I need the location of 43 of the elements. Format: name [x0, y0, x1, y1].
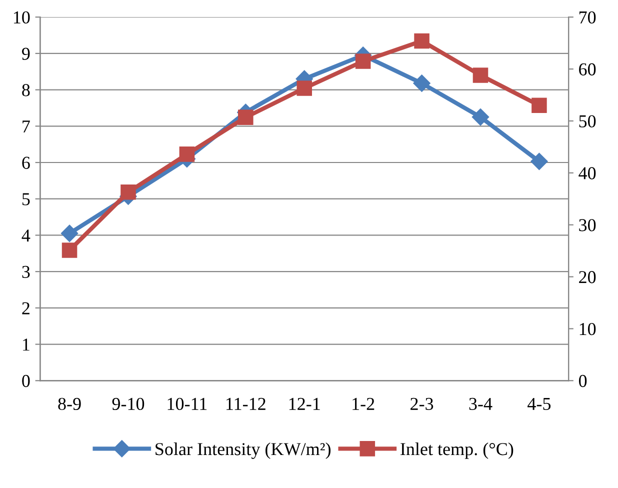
y2-tick-label: 70: [579, 11, 596, 24]
y2-tick-label: 50: [579, 115, 596, 128]
y-tick-label: 7: [22, 120, 30, 132]
y2-tick-label: 20: [579, 271, 596, 284]
y-tick-label: 2: [22, 302, 30, 314]
point: [355, 54, 371, 69]
y-tick-label: 6: [22, 156, 30, 169]
y2-tick-label: 10: [580, 322, 596, 336]
y-tick-label: 0: [22, 374, 30, 388]
point: [179, 146, 195, 162]
x-tick-label: 8-9: [58, 398, 81, 410]
point: [414, 33, 430, 49]
x-tick-label: 10-11: [168, 398, 207, 410]
point: [472, 108, 490, 126]
x-tick-label: 1-2: [352, 398, 374, 410]
y-tick-label: 8: [22, 84, 30, 96]
y-tick-label: 5: [22, 193, 30, 206]
point: [238, 110, 254, 125]
x-tick-label: 12-1: [289, 398, 320, 410]
x-tick-label: 9-10: [112, 398, 144, 410]
x-tick-label: 3-4: [469, 398, 492, 410]
y2-tick-label: 30: [579, 219, 596, 232]
point: [296, 80, 312, 96]
point: [60, 224, 78, 242]
legend-label: Solar Intensity (KW/m²): [156, 442, 330, 459]
point: [472, 68, 488, 83]
y-tick-label: 9: [22, 48, 30, 60]
point: [62, 242, 78, 258]
point: [413, 74, 430, 92]
point: [532, 98, 547, 114]
x-tick-label: 2-3: [410, 398, 434, 410]
y2-tick-label: 40: [578, 167, 596, 180]
point: [530, 152, 548, 170]
point: [120, 184, 136, 200]
y-tick-label: 3: [22, 266, 30, 278]
y-tick-label: 10: [14, 11, 30, 24]
legend-label: Inlet temp. (°C): [400, 442, 514, 459]
x-tick-label: 11-12: [226, 398, 266, 410]
y2-tick-label: 0: [578, 374, 587, 388]
y2-tick-label: 60: [579, 63, 596, 76]
x-tick-label: 4-5: [528, 398, 551, 410]
y-tick-label: 4: [22, 230, 30, 242]
y-tick-label: 1: [23, 338, 30, 351]
